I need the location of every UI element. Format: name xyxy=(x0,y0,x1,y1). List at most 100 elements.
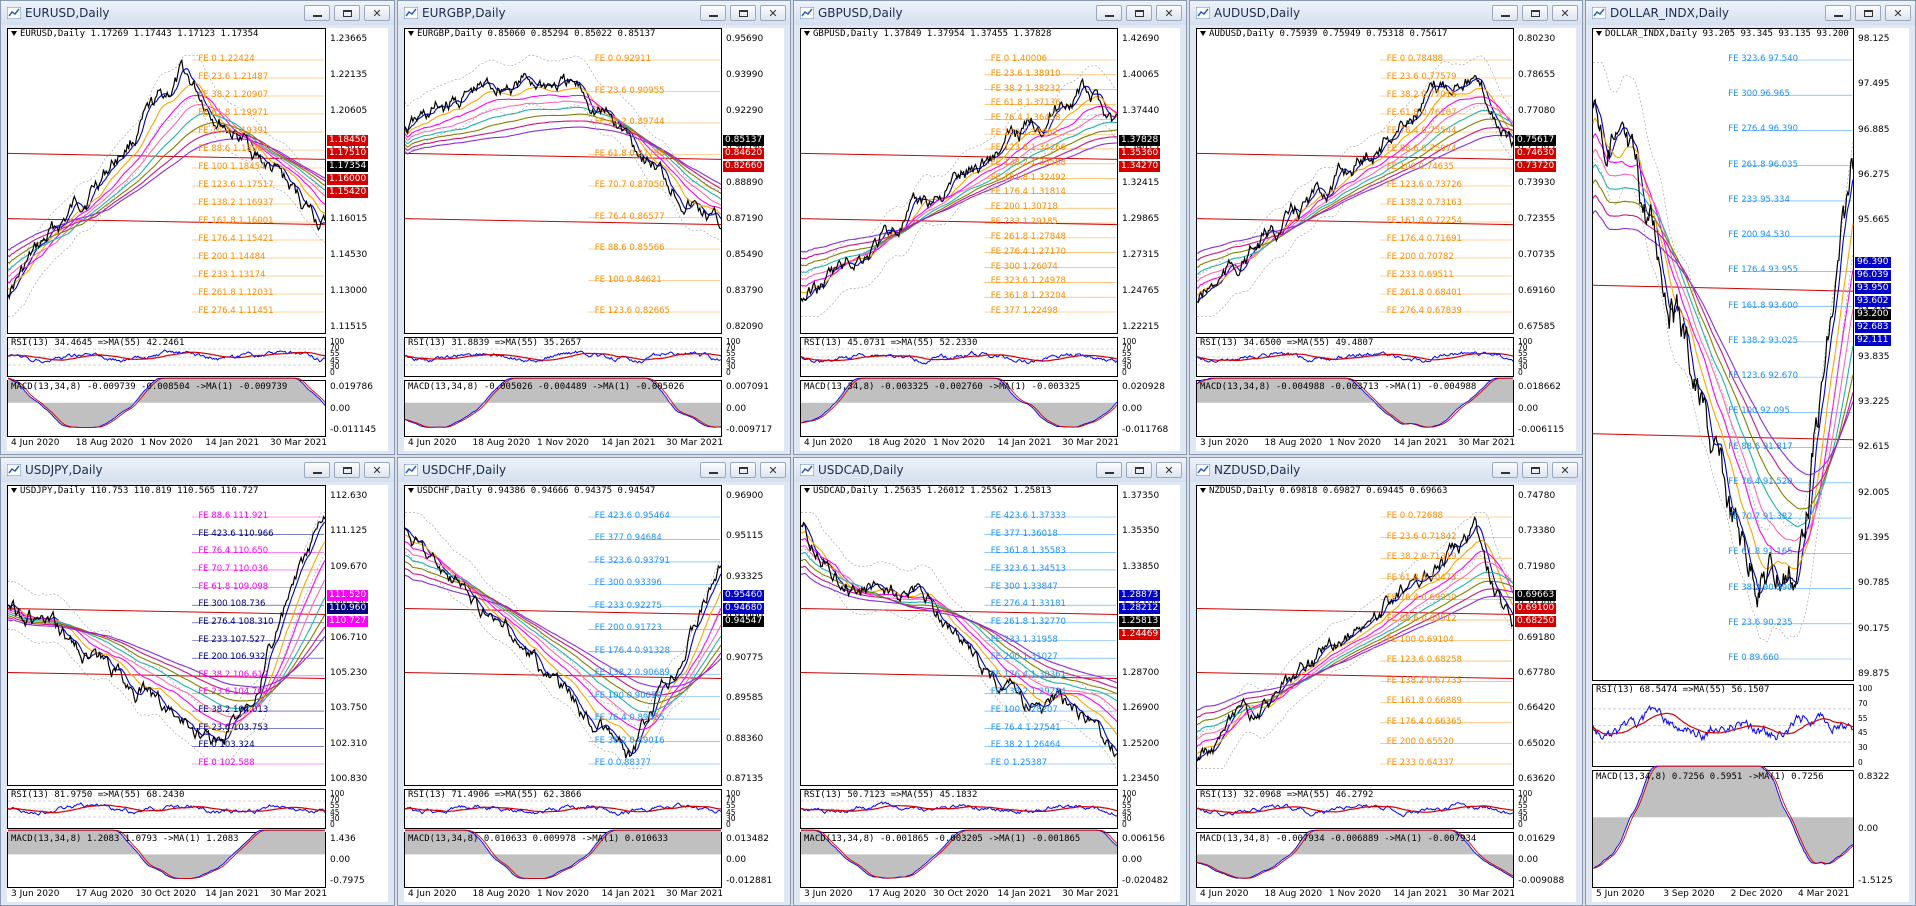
title-bar[interactable]: USDCHF,Daily ✕ xyxy=(398,458,790,482)
support-resistance-line xyxy=(404,152,722,160)
price-tag: 110.960 xyxy=(327,603,369,615)
price-axis-label: 0.78655 xyxy=(1518,70,1556,80)
close-button[interactable]: ✕ xyxy=(760,462,786,478)
fe-label: FE 23.6 104.702 xyxy=(198,687,269,698)
fe-label: FE 176.4 93.955 xyxy=(1728,265,1798,276)
fe-label: FE 76.4 0.69950 xyxy=(1386,593,1457,604)
maximize-button[interactable] xyxy=(334,462,360,478)
minimize-button[interactable] xyxy=(1492,462,1518,478)
chart-window-gbpusd[interactable]: GBPUSD,Daily ✕ GBPUSD,Daily 1.37849 1.3795… xyxy=(793,0,1187,455)
close-button[interactable]: ✕ xyxy=(760,5,786,21)
chart-window-usdchf[interactable]: USDCHF,Daily ✕ USDCHF,Daily 0.94386 0.9466… xyxy=(397,457,791,906)
moving-average-line xyxy=(404,568,722,696)
close-button[interactable]: ✕ xyxy=(364,5,390,21)
moving-average-line xyxy=(404,534,722,742)
title-bar[interactable]: USDCAD,Daily ✕ xyxy=(794,458,1186,482)
close-icon: ✕ xyxy=(1560,463,1570,477)
chart-window-audusd[interactable]: AUDUSD,Daily ✕ AUDUSD,Daily 0.75939 0.7594… xyxy=(1189,0,1583,455)
chart-area[interactable]: AUDUSD,Daily 0.75939 0.75949 0.75318 0.7… xyxy=(1196,28,1576,451)
maximize-button[interactable] xyxy=(1126,5,1152,21)
price-axis-label: 0.96900 xyxy=(726,491,764,501)
main-panel-border xyxy=(800,28,1118,334)
price-tag: 1.28212 xyxy=(1119,603,1161,615)
title-bar[interactable]: USDJPY,Daily ✕ xyxy=(1,458,394,482)
maximize-button[interactable] xyxy=(1522,462,1548,478)
title-bar[interactable]: DOLLAR_INDX,Daily ✕ xyxy=(1586,1,1915,25)
fe-label: FE 76.4 0.86577 xyxy=(594,211,665,222)
fe-label: FE 38.2 0.89016 xyxy=(594,735,665,746)
minimize-button[interactable] xyxy=(1096,5,1122,21)
title-bar[interactable]: NZDUSD,Daily ✕ xyxy=(1190,458,1582,482)
close-button[interactable]: ✕ xyxy=(1885,5,1911,21)
price-chart-svg xyxy=(7,485,326,888)
price-tag: 110.727 xyxy=(327,616,369,628)
chart-area[interactable]: GBPUSD,Daily 1.37849 1.37954 1.37455 1.3… xyxy=(800,28,1180,451)
close-button[interactable]: ✕ xyxy=(1156,5,1182,21)
close-button[interactable]: ✕ xyxy=(364,462,390,478)
title-bar[interactable]: GBPUSD,Daily ✕ xyxy=(794,1,1186,25)
minimize-button[interactable] xyxy=(700,5,726,21)
price-axis-label: 0.75505 xyxy=(1518,142,1556,152)
chart-window-eurgbp[interactable]: EURGBP,Daily ✕ EURGBP,Daily 0.85060 0.8529… xyxy=(397,0,791,455)
maximize-button[interactable] xyxy=(730,462,756,478)
rsi-axis-label: 100 xyxy=(330,337,345,346)
chart-window-nzdusd[interactable]: NZDUSD,Daily ✕ NZDUSD,Daily 0.69818 0.6982… xyxy=(1189,457,1583,906)
fe-label: FE 38.2 0.89744 xyxy=(594,117,665,127)
title-bar[interactable]: AUDUSD,Daily ✕ xyxy=(1190,1,1582,25)
chart-window-usdcad[interactable]: USDCAD,Daily ✕ USDCAD,Daily 1.25635 1.2601… xyxy=(793,457,1187,906)
close-button[interactable]: ✕ xyxy=(1552,5,1578,21)
price-axis-label: 103.750 xyxy=(330,703,368,714)
price-tag: 0.94680 xyxy=(723,603,765,615)
fe-label: FE 261.8 0.68401 xyxy=(1386,288,1462,298)
chart-area[interactable]: USDCHF,Daily 0.94386 0.94666 0.94375 0.9… xyxy=(404,485,784,902)
chart-window-eurusd[interactable]: EURUSD,Daily ✕ EURUSD,Daily 1.17269 1.1744… xyxy=(0,0,395,455)
chart-area[interactable]: EURGBP,Daily 0.85060 0.85294 0.85022 0.8… xyxy=(404,28,784,451)
window-title: USDCAD,Daily xyxy=(818,463,904,477)
symbol-info-text: USDJPY,Daily 110.753 110.819 110.565 110… xyxy=(20,486,259,496)
chart-area[interactable]: USDCAD,Daily 1.25635 1.26012 1.25562 1.2… xyxy=(800,485,1180,902)
macd-info: MACD(13,34,8) -0.007934 -0.006889 ->MA(1… xyxy=(1200,834,1477,844)
minimize-button[interactable] xyxy=(304,462,330,478)
price-axis-label: 0.70580 xyxy=(1518,597,1556,608)
minimize-button[interactable] xyxy=(700,462,726,478)
rsi-axis-label: 0 xyxy=(330,368,335,377)
title-bar[interactable]: EURGBP,Daily ✕ xyxy=(398,1,790,25)
minimize-button[interactable] xyxy=(1825,5,1851,21)
maximize-button[interactable] xyxy=(730,5,756,21)
dropdown-triangle-icon xyxy=(1200,488,1206,493)
minimize-button[interactable] xyxy=(1096,462,1122,478)
fe-label: FE 70.7 91.382 xyxy=(1728,512,1793,523)
chart-window-dollarindx[interactable]: DOLLAR_INDX,Daily ✕ DOLLAR_INDX,Daily 93.2… xyxy=(1585,0,1916,906)
minimize-button[interactable] xyxy=(1492,5,1518,21)
price-tag: 0.94547 xyxy=(723,616,765,628)
price-axis-label: 90.785 xyxy=(1858,578,1890,589)
band-lower-line xyxy=(800,548,1118,769)
price-axis-label: 0.82090 xyxy=(726,322,764,332)
title-bar[interactable]: EURUSD,Daily ✕ xyxy=(1,1,394,25)
macd-signal-line xyxy=(1196,377,1513,428)
moving-average-line xyxy=(1592,179,1854,510)
close-button[interactable]: ✕ xyxy=(1552,462,1578,478)
chart-area[interactable]: NZDUSD,Daily 0.69818 0.69827 0.69445 0.6… xyxy=(1196,485,1576,902)
chart-area[interactable]: DOLLAR_INDX,Daily 93.205 93.345 93.135 9… xyxy=(1592,28,1909,902)
rsi-axis-label: 55 xyxy=(1122,349,1132,359)
maximize-button[interactable] xyxy=(1126,462,1152,478)
maximize-button[interactable] xyxy=(334,5,360,21)
band-upper-line xyxy=(1196,512,1514,738)
price-axis-label: 0.89585 xyxy=(726,693,764,704)
date-axis-label: 3 Jun 2020 xyxy=(804,889,853,899)
chart-window-usdjpy[interactable]: USDJPY,Daily ✕ USDJPY,Daily 110.753 110.81… xyxy=(0,457,395,906)
rsi-axis-label: 30 xyxy=(330,813,340,823)
fe-label: FE 23.6 0.90955 xyxy=(594,85,665,96)
close-button[interactable]: ✕ xyxy=(1156,462,1182,478)
maximize-button[interactable] xyxy=(1855,5,1881,21)
date-axis-label: 30 Mar 2021 xyxy=(1062,438,1120,448)
dropdown-triangle-icon xyxy=(804,31,810,36)
maximize-button[interactable] xyxy=(1522,5,1548,21)
chart-area[interactable]: USDJPY,Daily 110.753 110.819 110.565 110… xyxy=(7,485,388,902)
symbol-info: EURGBP,Daily 0.85060 0.85294 0.85022 0.8… xyxy=(408,29,655,39)
price-axis-label: 92.615 xyxy=(1858,442,1890,453)
minimize-button[interactable] xyxy=(304,5,330,21)
chart-area[interactable]: EURUSD,Daily 1.17269 1.17443 1.17123 1.1… xyxy=(7,28,388,451)
date-axis-label: 3 Jun 2020 xyxy=(11,889,60,899)
